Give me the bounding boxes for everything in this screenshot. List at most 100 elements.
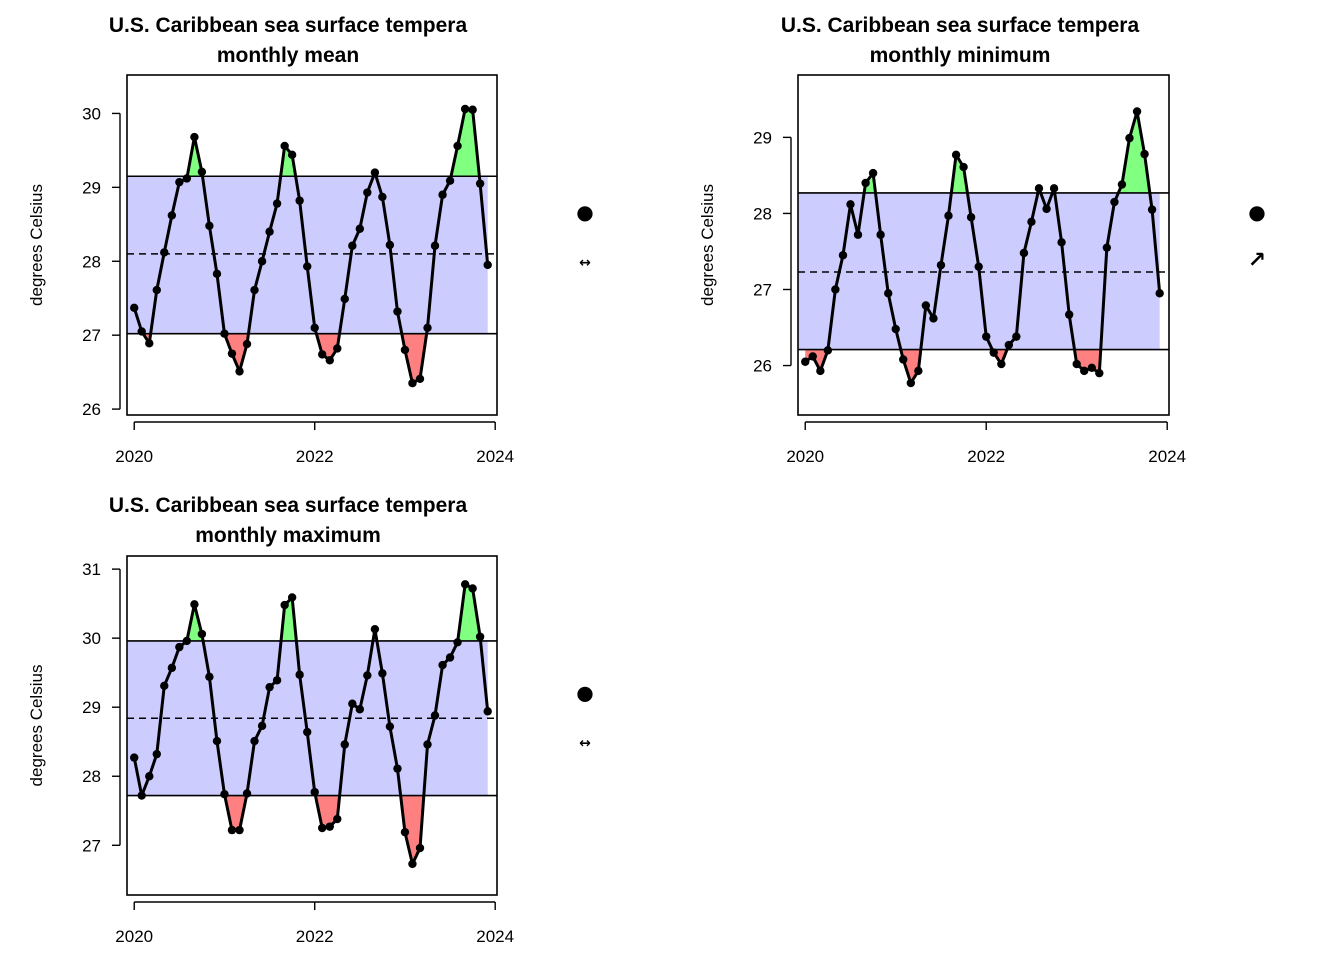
data-point — [197, 629, 207, 639]
data-point — [982, 332, 991, 341]
y-axis-label: degrees Celsius — [698, 184, 717, 306]
data-point — [1012, 332, 1021, 341]
data-point — [1125, 133, 1134, 143]
data-point — [423, 323, 432, 332]
data-point — [445, 653, 455, 662]
data-point — [861, 178, 870, 188]
data-point — [175, 642, 184, 652]
data-point — [400, 345, 410, 355]
data-point — [303, 727, 312, 737]
y-tick-label: 26 — [753, 357, 772, 376]
y-axis-label: degrees Celsius — [27, 184, 46, 306]
data-point — [310, 323, 319, 332]
data-point — [235, 367, 244, 376]
data-point — [152, 285, 161, 295]
data-point — [460, 104, 470, 114]
data-point — [951, 150, 961, 160]
data-point — [816, 366, 825, 376]
data-point — [868, 168, 878, 178]
data-point — [182, 174, 192, 183]
data-point — [884, 289, 893, 298]
data-point — [363, 671, 372, 680]
data-point — [1004, 340, 1014, 350]
data-point — [408, 379, 417, 388]
chart-subtitle: monthly minimum — [870, 44, 1051, 67]
y-tick-label: 30 — [82, 629, 101, 648]
data-point — [295, 670, 304, 679]
data-point — [936, 260, 946, 270]
data-point — [130, 303, 139, 313]
data-point — [130, 753, 139, 762]
data-point — [370, 168, 380, 177]
data-point — [295, 196, 304, 205]
data-point — [205, 672, 214, 682]
data-point — [242, 339, 252, 349]
data-point — [415, 843, 425, 853]
data-point — [445, 176, 455, 185]
data-point — [385, 722, 395, 731]
data-point — [1087, 363, 1097, 373]
data-point — [460, 580, 470, 589]
data-point — [876, 230, 885, 239]
data-point — [272, 199, 282, 208]
data-point — [1057, 238, 1066, 247]
below-normal-fill — [134, 333, 488, 384]
data-point — [1132, 107, 1142, 116]
data-point — [1102, 243, 1112, 252]
chart-subtitle: monthly maximum — [195, 524, 381, 547]
data-point — [1080, 366, 1089, 376]
data-point — [966, 213, 976, 222]
data-point — [205, 221, 214, 230]
x-tick-label: 2022 — [296, 927, 334, 946]
trend-direction-icon: ↔ — [579, 255, 591, 271]
data-point — [1064, 310, 1074, 319]
data-point — [438, 190, 447, 199]
chart-panel-1: 2020 2022 2024 26 27 28 29 30 degrees Celsius U.S… — [27, 14, 594, 466]
data-point — [914, 366, 923, 376]
data-point — [846, 200, 855, 209]
data-point — [280, 600, 289, 610]
data-point — [385, 240, 395, 250]
data-point — [212, 269, 222, 279]
data-point — [1147, 205, 1157, 214]
y-tick-label: 29 — [82, 698, 101, 717]
data-point — [250, 736, 259, 746]
below-normal-fill — [134, 795, 488, 864]
data-point — [453, 638, 462, 647]
data-point — [340, 294, 349, 304]
data-point — [197, 167, 207, 177]
data-point — [1027, 217, 1036, 227]
y-axis-label: degrees Celsius — [27, 665, 46, 787]
data-point — [483, 260, 492, 270]
series-line — [804, 110, 1162, 385]
data-point — [235, 825, 244, 835]
data-point — [317, 350, 327, 359]
data-point — [242, 789, 252, 798]
y-tick-label: 30 — [82, 104, 101, 123]
data-point — [1110, 197, 1119, 207]
data-point — [1034, 184, 1044, 193]
y-tick-label: 28 — [753, 204, 772, 223]
chart-title: U.S. Caribbean sea surface tempera — [781, 14, 1140, 37]
data-point — [1049, 184, 1059, 193]
y-tick-label: 28 — [82, 767, 101, 786]
data-point — [340, 740, 349, 749]
data-point — [287, 593, 297, 602]
data-point — [160, 681, 169, 691]
data-point — [823, 346, 833, 355]
data-point — [333, 344, 342, 353]
data-point — [1095, 368, 1104, 378]
x-tick-label: 2024 — [476, 927, 514, 946]
data-point — [483, 707, 492, 716]
data-point — [145, 772, 154, 781]
y-tick-label: 27 — [82, 326, 101, 345]
data-point — [838, 251, 848, 260]
x-tick-label: 2020 — [115, 447, 153, 466]
data-point — [906, 378, 916, 388]
trend-direction-icon: ↔ — [579, 736, 591, 752]
series-line — [132, 582, 490, 866]
x-tick-label: 2024 — [1148, 447, 1186, 466]
data-point — [325, 822, 334, 831]
data-point — [355, 224, 365, 233]
y-tick-label: 31 — [82, 560, 101, 579]
